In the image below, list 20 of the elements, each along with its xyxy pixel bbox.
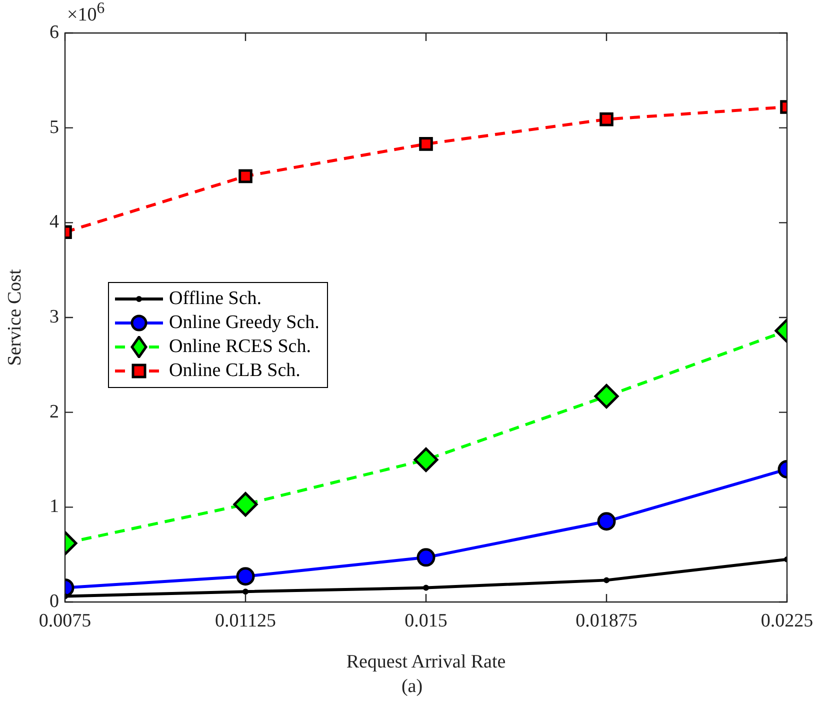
legend-label: Online RCES Sch. [169, 336, 311, 358]
text: ×10$^{6}$ [67, 0, 105, 26]
text: (a) [401, 676, 423, 698]
y-axis-title: Service Cost [4, 268, 26, 366]
y-tick-label: 0 [50, 590, 59, 612]
y-tick-label: 1 [50, 496, 59, 518]
x-tick-label: 0.0225 [760, 610, 814, 632]
legend-label: Online Greedy Sch. [169, 312, 320, 334]
x-tick-label: 0.015 [404, 610, 448, 632]
y-tick-label: 4 [50, 212, 60, 233]
x-tick-label: 0.01875 [576, 610, 638, 632]
x-tick-label: 0.01125 [214, 610, 276, 632]
y-tick-label: 6 [50, 22, 59, 43]
y-tick-label: 2 [50, 401, 59, 422]
x-axis-title: Request Arrival Rate [346, 652, 506, 673]
y-tick-label: 5 [50, 116, 59, 138]
x-tick-label: 0.0075 [38, 610, 92, 632]
legend-label: Online CLB Sch. [169, 360, 300, 382]
y-tick-label: 3 [50, 306, 59, 328]
legend-label: Offline Sch. [169, 288, 262, 310]
